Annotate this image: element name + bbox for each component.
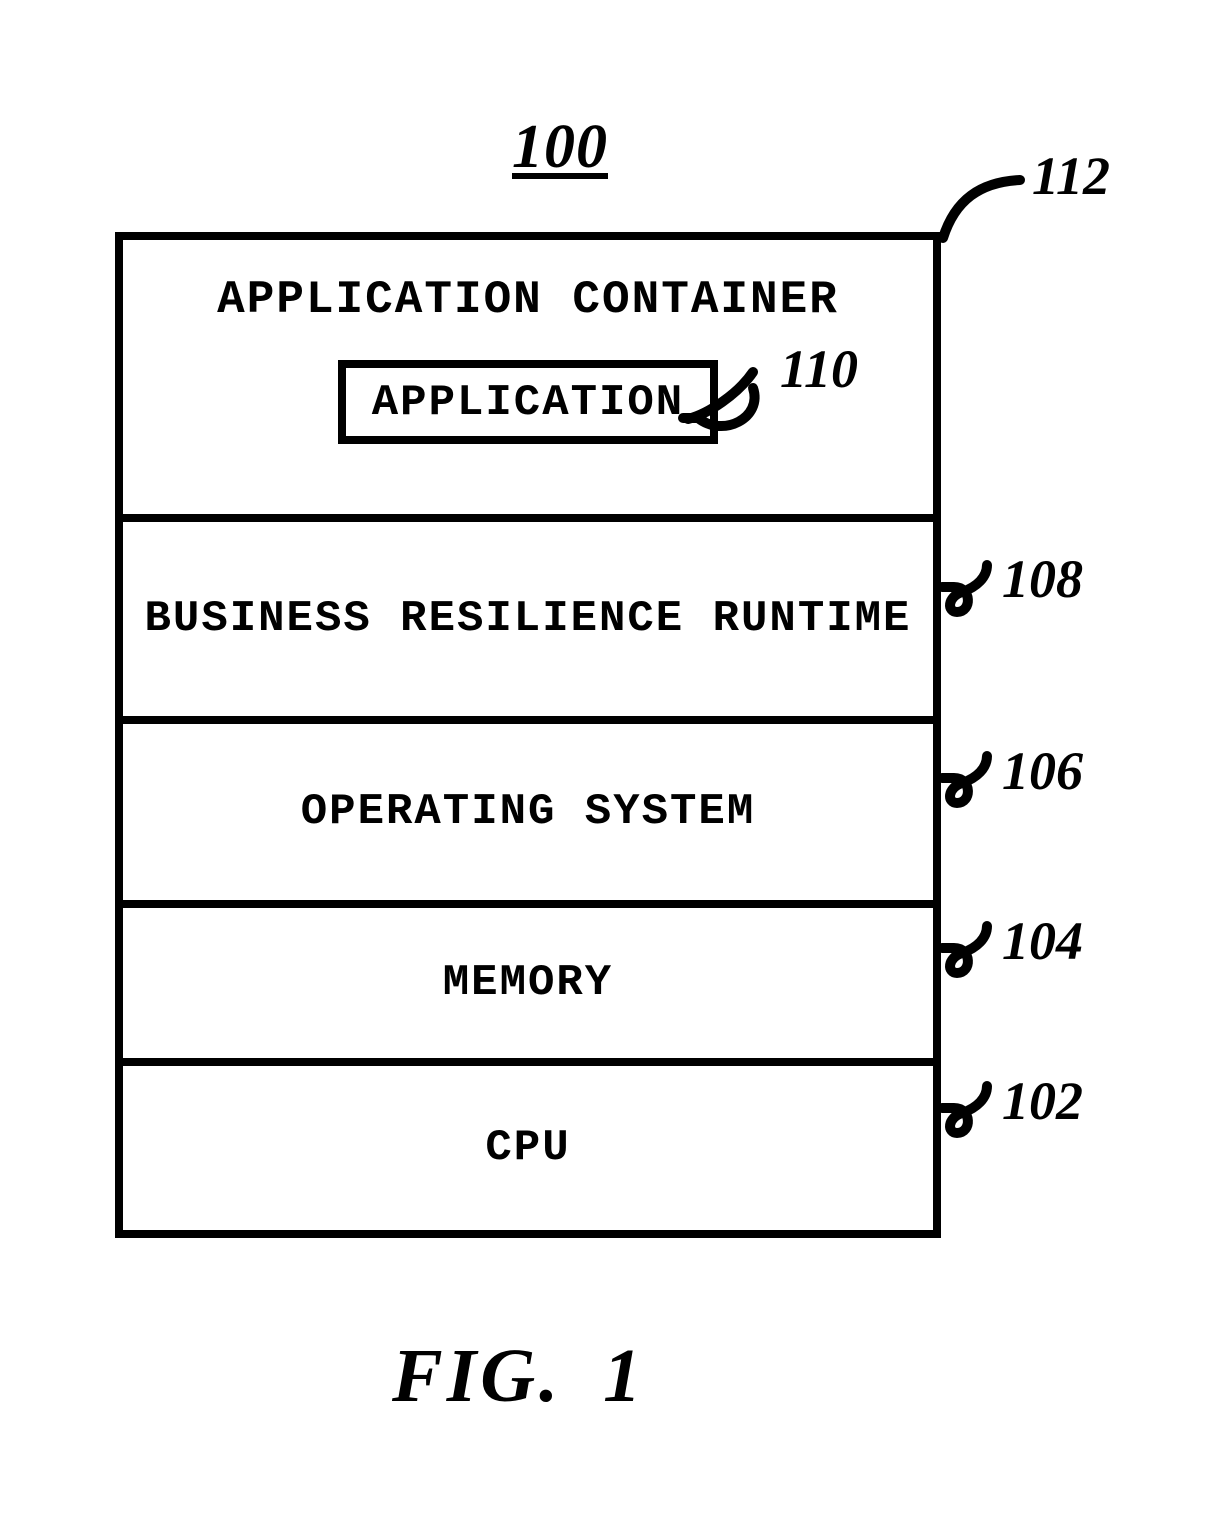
layer-runtime: BUSINESS RESILIENCE RUNTIME (123, 514, 933, 716)
layer-label-os: OPERATING SYSTEM (301, 787, 755, 837)
ref-112: 112 (1032, 145, 1110, 207)
leader-102 (942, 1078, 1002, 1138)
figure-number: 100 (512, 112, 608, 183)
leader-106 (942, 748, 1002, 808)
layer-memory: MEMORY (123, 900, 933, 1058)
layer-os: OPERATING SYSTEM (123, 716, 933, 900)
figure-page: 100 112 110 108 106 104 102 APPLICATION … (0, 0, 1230, 1532)
inner-application-label: APPLICATION (372, 378, 684, 428)
layer-label-container: APPLICATION CONTAINER (217, 274, 839, 326)
ref-108: 108 (1002, 548, 1083, 610)
layer-label-memory: MEMORY (443, 958, 613, 1008)
layer-stack: APPLICATION CONTAINER APPLICATION BUSINE… (115, 232, 941, 1238)
layer-label-runtime: BUSINESS RESILIENCE RUNTIME (145, 594, 912, 644)
figure-caption: FIG. 1 (392, 1333, 645, 1420)
leader-104 (942, 918, 1002, 978)
ref-102: 102 (1002, 1070, 1083, 1132)
leader-108 (942, 557, 1002, 617)
layer-cpu: CPU (123, 1058, 933, 1230)
inner-application-box: APPLICATION (338, 360, 718, 444)
ref-104: 104 (1002, 910, 1083, 972)
layer-label-cpu: CPU (485, 1123, 570, 1173)
layer-application-container: APPLICATION CONTAINER APPLICATION (123, 240, 933, 514)
ref-106: 106 (1002, 740, 1083, 802)
